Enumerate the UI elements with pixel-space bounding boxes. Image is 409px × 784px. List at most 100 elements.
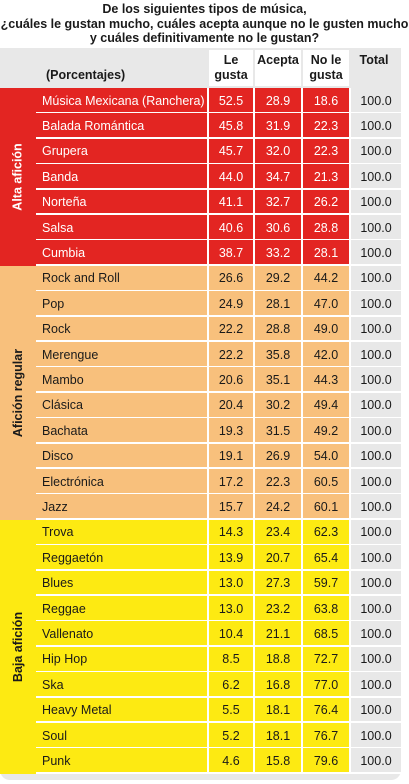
column-divider bbox=[253, 215, 255, 241]
genre-name: Blues bbox=[42, 576, 74, 591]
row-divider bbox=[36, 264, 401, 266]
column-divider bbox=[207, 316, 209, 342]
table-row: Electrónica 17.2 22.3 60.5 100.0 bbox=[36, 469, 401, 495]
column-divider bbox=[207, 392, 209, 419]
genre-name: Reggaetón bbox=[42, 550, 104, 565]
column-divider bbox=[301, 697, 303, 723]
no-le-gusta-value: 42.0 bbox=[313, 347, 339, 362]
le-gusta-value: 44.0 bbox=[218, 169, 244, 184]
column-divider bbox=[349, 392, 351, 419]
le-gusta-value: 19.1 bbox=[218, 449, 244, 464]
column-divider bbox=[301, 342, 303, 368]
genre-name: Grupera bbox=[42, 144, 88, 159]
column-divider bbox=[207, 748, 209, 774]
header-no-le-gusta-line-1: No le bbox=[310, 53, 342, 67]
header-le-gusta-line-1: Le bbox=[223, 53, 239, 67]
genre-name: Rock bbox=[42, 322, 71, 337]
column-divider bbox=[253, 316, 255, 342]
no-le-gusta-value: 44.2 bbox=[313, 271, 339, 286]
column-divider bbox=[349, 519, 351, 546]
table-row: Salsa 40.6 30.6 28.8 100.0 bbox=[36, 215, 401, 241]
column-divider bbox=[349, 265, 351, 292]
acepta-value: 15.8 bbox=[265, 754, 291, 769]
acepta-value: 29.2 bbox=[265, 271, 291, 286]
column-divider bbox=[301, 291, 303, 317]
table-row: Ska 6.2 16.8 77.0 100.0 bbox=[36, 672, 401, 698]
le-gusta-value: 17.2 bbox=[218, 474, 244, 489]
genre-name: Punk bbox=[42, 754, 71, 769]
column-divider bbox=[301, 164, 303, 190]
no-le-gusta-value: 62.3 bbox=[313, 525, 339, 540]
column-divider bbox=[253, 189, 255, 215]
genre-name: Merengue bbox=[42, 347, 99, 362]
acepta-value: 31.9 bbox=[265, 119, 291, 134]
column-divider bbox=[253, 113, 255, 139]
no-le-gusta-value: 18.6 bbox=[313, 93, 339, 108]
le-gusta-value: 41.1 bbox=[218, 195, 244, 210]
table-row: Heavy Metal 5.5 18.1 76.4 100.0 bbox=[36, 697, 401, 723]
acepta-value: 23.2 bbox=[265, 601, 291, 616]
genre-name: Rock and Roll bbox=[42, 271, 120, 286]
column-divider bbox=[207, 621, 209, 647]
le-gusta-value: 38.7 bbox=[218, 246, 244, 261]
column-divider bbox=[253, 494, 255, 520]
row-divider bbox=[36, 137, 401, 139]
total-value: 100.0 bbox=[351, 519, 401, 546]
acepta-value: 22.3 bbox=[265, 474, 291, 489]
column-divider bbox=[253, 748, 255, 774]
row-divider bbox=[36, 721, 401, 723]
genre-name: Ska bbox=[42, 677, 64, 692]
column-divider bbox=[349, 672, 351, 698]
column-divider bbox=[349, 494, 351, 520]
table-row: Soul 5.2 18.1 76.7 100.0 bbox=[36, 723, 401, 749]
column-divider bbox=[207, 113, 209, 139]
group-label-alta-aficion: Alta afición bbox=[0, 88, 36, 266]
table-row: Punk 4.6 15.8 79.6 100.0 bbox=[36, 748, 401, 774]
acepta-value: 18.1 bbox=[265, 703, 291, 718]
no-le-gusta-value: 63.8 bbox=[313, 601, 339, 616]
header-no-le-gusta: No le gusta bbox=[303, 50, 349, 86]
column-divider bbox=[301, 748, 303, 774]
acepta-value: 30.2 bbox=[265, 398, 291, 413]
no-le-gusta-value: 79.6 bbox=[313, 754, 339, 769]
no-le-gusta-value: 22.3 bbox=[313, 119, 339, 134]
column-divider bbox=[207, 164, 209, 190]
total-value: 100.0 bbox=[351, 88, 401, 114]
header-acepta: Acepta bbox=[255, 50, 301, 86]
le-gusta-value: 8.5 bbox=[222, 652, 240, 667]
column-divider bbox=[253, 240, 255, 266]
le-gusta-value: 22.2 bbox=[218, 322, 244, 337]
genre-name: Banda bbox=[42, 169, 79, 184]
total-value: 100.0 bbox=[351, 240, 401, 266]
no-le-gusta-value: 72.7 bbox=[313, 652, 339, 667]
column-divider bbox=[301, 494, 303, 520]
le-gusta-value: 13.0 bbox=[218, 601, 244, 616]
column-divider bbox=[349, 469, 351, 495]
acepta-value: 21.1 bbox=[265, 627, 291, 642]
column-divider bbox=[207, 189, 209, 215]
column-divider bbox=[301, 113, 303, 139]
total-value: 100.0 bbox=[351, 367, 401, 393]
acepta-value: 20.7 bbox=[265, 550, 291, 565]
column-divider bbox=[253, 265, 255, 292]
column-divider bbox=[207, 570, 209, 596]
genre-name: Música Mexicana (Ranchera) bbox=[42, 93, 205, 108]
row-divider bbox=[36, 391, 401, 393]
total-value: 100.0 bbox=[351, 646, 401, 673]
column-divider bbox=[207, 596, 209, 622]
le-gusta-value: 5.2 bbox=[222, 728, 240, 743]
row-divider bbox=[36, 746, 401, 749]
le-gusta-value: 52.5 bbox=[218, 93, 244, 108]
column-divider bbox=[207, 646, 209, 673]
genre-name: Pop bbox=[42, 296, 65, 311]
column-divider bbox=[253, 138, 255, 165]
table-row: Bachata 19.3 31.5 49.2 100.0 bbox=[36, 418, 401, 444]
column-divider bbox=[349, 88, 351, 114]
column-divider bbox=[349, 545, 351, 571]
group-label-aficion-regular: Afición regular bbox=[0, 265, 36, 520]
row-divider bbox=[36, 238, 401, 241]
column-divider bbox=[349, 697, 351, 723]
column-divider bbox=[253, 291, 255, 317]
total-value: 100.0 bbox=[351, 418, 401, 444]
column-divider bbox=[207, 342, 209, 368]
